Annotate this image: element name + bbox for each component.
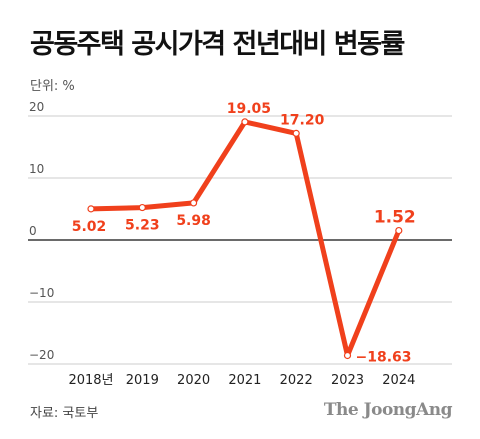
x-tick-label: 2022 bbox=[280, 373, 313, 388]
data-label: 5.98 bbox=[176, 213, 211, 229]
y-tick-label: 20 bbox=[29, 100, 44, 114]
x-tick-label: 2019 bbox=[126, 373, 159, 388]
data-label: 17.20 bbox=[280, 112, 325, 128]
data-point bbox=[190, 199, 198, 207]
x-tick-label: 2024 bbox=[382, 373, 415, 388]
publisher-logo: The JoongAng bbox=[323, 400, 453, 420]
series-line bbox=[88, 119, 402, 358]
x-axis-tick-labels: 2018년 2019 2020 2021 2022 2023 2024 bbox=[68, 373, 415, 388]
x-tick-label: 2020 bbox=[177, 373, 210, 388]
y-tick-label: −10 bbox=[29, 286, 54, 300]
data-labels: 5.02 5.23 5.98 19.05 17.20 −18.63 1.52 bbox=[72, 101, 416, 366]
data-point bbox=[343, 351, 352, 360]
y-tick-label: 10 bbox=[29, 162, 44, 176]
data-point bbox=[292, 129, 300, 137]
data-label: −18.63 bbox=[356, 350, 412, 366]
x-tick-label: 2021 bbox=[228, 373, 261, 388]
data-label: 1.52 bbox=[374, 208, 416, 228]
y-axis-tick-labels: 20 10 0 −10 −20 bbox=[29, 100, 54, 362]
data-points bbox=[87, 118, 403, 360]
grid-lines bbox=[28, 115, 452, 365]
data-point bbox=[87, 205, 95, 213]
data-label: 19.05 bbox=[227, 101, 271, 117]
x-tick-label: 2018년 bbox=[68, 373, 113, 388]
y-tick-label: −20 bbox=[29, 348, 54, 362]
chart-title: 공동주택 공시가격 전년대비 변동률 bbox=[30, 29, 405, 60]
data-point bbox=[138, 203, 146, 212]
data-point bbox=[395, 226, 403, 235]
data-point bbox=[241, 118, 249, 126]
data-label: 5.23 bbox=[125, 218, 160, 234]
source-note: 자료: 국토부 bbox=[30, 406, 99, 421]
y-tick-label: 0 bbox=[29, 224, 37, 238]
data-label: 5.02 bbox=[72, 219, 107, 235]
unit-label: 단위: % bbox=[30, 79, 75, 94]
x-tick-label: 2023 bbox=[331, 373, 364, 388]
